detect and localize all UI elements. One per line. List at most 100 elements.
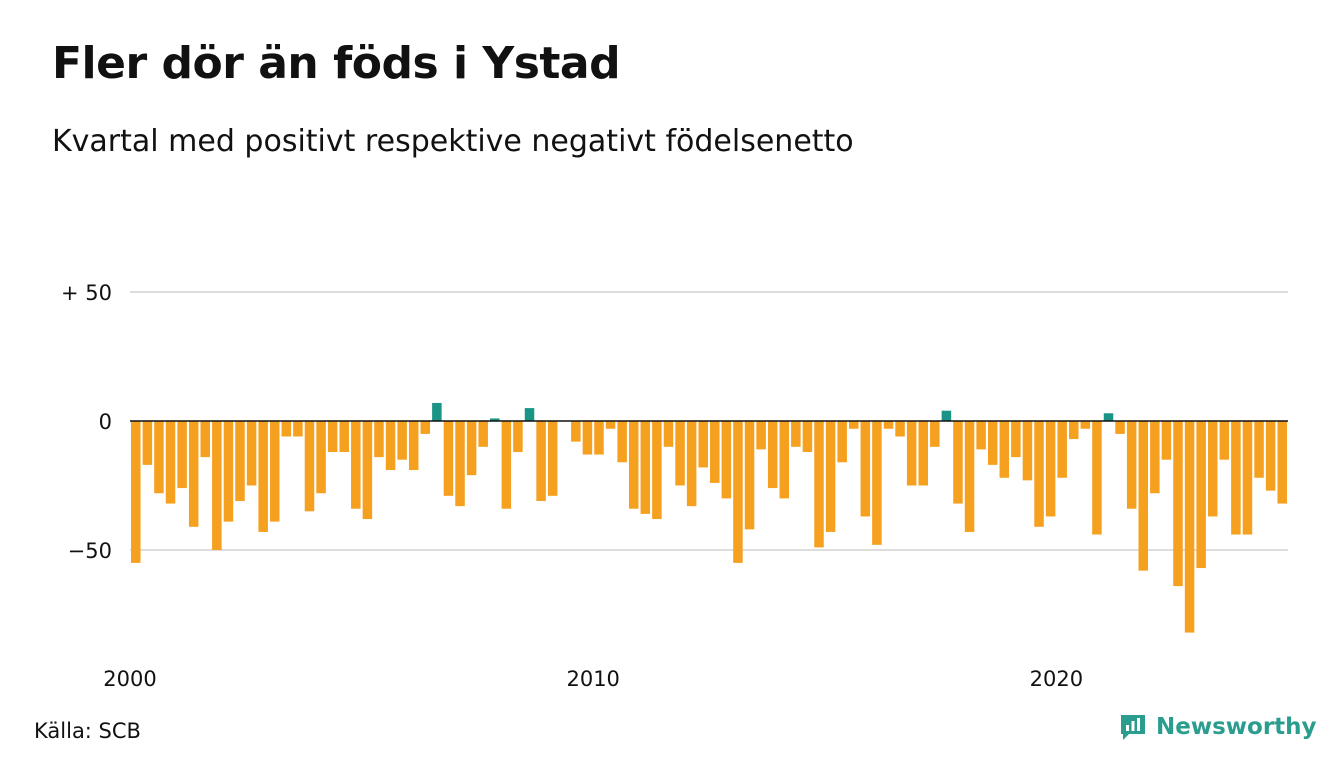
bar: [1069, 421, 1079, 440]
bar: [802, 421, 813, 452]
bar: [397, 421, 407, 460]
bar: [825, 421, 836, 532]
bar: [223, 421, 234, 522]
bar: [1115, 421, 1125, 434]
bar: [362, 421, 373, 520]
bar: [1034, 421, 1044, 527]
bar: [1103, 413, 1114, 421]
bar: [1045, 421, 1056, 517]
bar: [1011, 421, 1021, 458]
bar: [918, 421, 928, 486]
bar: [385, 421, 396, 471]
bar: [1057, 421, 1067, 478]
bar: [1184, 421, 1195, 633]
x-tick-label: 2020: [1030, 667, 1083, 691]
bar: [628, 421, 639, 509]
bar: [270, 421, 280, 522]
bar: [466, 421, 477, 476]
bar: [895, 421, 905, 437]
bar: [987, 421, 998, 465]
bar: [675, 421, 685, 486]
bar: [316, 421, 326, 494]
bar: [246, 421, 257, 486]
bar: [258, 421, 268, 532]
bar: [432, 402, 442, 421]
bar: [188, 421, 199, 527]
bar: [420, 421, 431, 434]
source-note: Källa: SCB: [34, 719, 141, 743]
bar: [547, 421, 558, 496]
bar: [501, 421, 512, 509]
bar: [733, 421, 743, 563]
bar: [941, 410, 952, 421]
bar: [582, 421, 593, 455]
x-tick-label: 2000: [103, 667, 156, 691]
brand-logo: Newsworthy: [1118, 712, 1317, 742]
bars: [131, 402, 1287, 633]
bar: [1277, 421, 1287, 504]
bar: [1219, 421, 1230, 460]
bar: [524, 408, 535, 421]
bar: [1150, 421, 1160, 494]
bar: [1265, 421, 1276, 491]
bar: [1126, 421, 1137, 509]
chart-subtitle: Kvartal med positivt respektive negativt…: [52, 124, 854, 159]
bar: [652, 421, 662, 520]
bar: [779, 421, 790, 499]
bar: [605, 421, 616, 429]
bar: [177, 421, 187, 489]
bar: [408, 421, 419, 471]
bar: [883, 421, 894, 429]
bar: [536, 421, 546, 501]
bar: [617, 421, 627, 463]
bar: [478, 421, 488, 447]
bar: [1173, 421, 1183, 587]
bar: [837, 421, 847, 463]
brand-name: Newsworthy: [1156, 714, 1317, 740]
bar: [1138, 421, 1148, 571]
bar: [281, 421, 292, 437]
bar: [953, 421, 963, 504]
bar: [293, 421, 303, 437]
bar: [490, 418, 500, 421]
bar-chart: + 50 0 −50 2000 2010 2020: [61, 281, 1288, 691]
bar: [860, 421, 871, 517]
bar: [455, 421, 465, 507]
bar: [767, 421, 778, 489]
bar: [131, 421, 141, 563]
bar: [1207, 421, 1218, 517]
bar: [513, 421, 523, 452]
bar: [930, 421, 940, 447]
bar: [304, 421, 315, 512]
bar: [374, 421, 384, 458]
bar: [327, 421, 338, 452]
bar: [1196, 421, 1206, 569]
bar: [165, 421, 176, 504]
bar: [1092, 421, 1102, 535]
bar: [814, 421, 824, 548]
bar: [1022, 421, 1033, 481]
bar: [872, 421, 882, 545]
bar: [721, 421, 732, 499]
bar: [999, 421, 1010, 478]
bar: [849, 421, 859, 429]
bar: [1231, 421, 1241, 535]
bar: [976, 421, 986, 450]
bar: [235, 421, 245, 501]
bar: [571, 421, 581, 442]
bar: [443, 421, 454, 496]
bar: [791, 421, 801, 447]
bar: [964, 421, 975, 532]
bar: [744, 421, 755, 530]
x-tick-label: 2010: [566, 667, 619, 691]
bar: [212, 421, 222, 550]
axes: + 50 0 −50 2000 2010 2020: [61, 281, 1288, 691]
bar: [698, 421, 708, 468]
bar: [1254, 421, 1264, 478]
bar: [351, 421, 361, 509]
y-tick-label: 0: [99, 410, 112, 434]
bar: [142, 421, 153, 465]
grid-lines: [130, 291, 1288, 551]
y-tick-label: + 50: [61, 281, 112, 305]
bar: [710, 421, 720, 483]
